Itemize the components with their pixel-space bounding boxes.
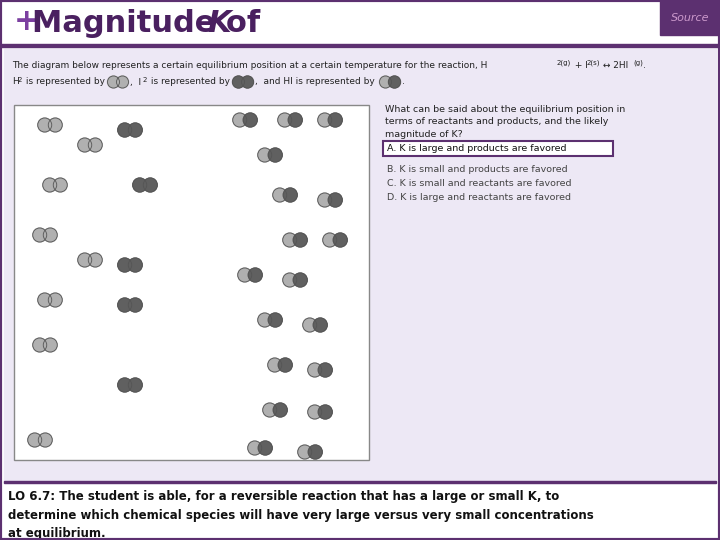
Circle shape bbox=[128, 378, 143, 392]
Text: .: . bbox=[402, 78, 405, 86]
Circle shape bbox=[274, 403, 287, 417]
Circle shape bbox=[278, 358, 292, 372]
Circle shape bbox=[248, 268, 262, 282]
Circle shape bbox=[283, 188, 297, 202]
Circle shape bbox=[328, 193, 342, 207]
Circle shape bbox=[241, 76, 253, 88]
Bar bbox=[383, 141, 613, 156]
Text: D. K is large and reactants are favored: D. K is large and reactants are favored bbox=[387, 193, 571, 202]
Text: Magnitude of: Magnitude of bbox=[32, 10, 271, 38]
Circle shape bbox=[117, 76, 128, 88]
Circle shape bbox=[278, 113, 292, 127]
Circle shape bbox=[32, 338, 47, 352]
Text: .: . bbox=[643, 60, 646, 70]
Circle shape bbox=[128, 298, 143, 312]
Circle shape bbox=[283, 233, 297, 247]
Circle shape bbox=[293, 233, 307, 247]
Circle shape bbox=[89, 253, 102, 267]
Circle shape bbox=[298, 445, 312, 459]
Circle shape bbox=[333, 233, 347, 247]
Text: is represented by: is represented by bbox=[23, 78, 105, 86]
Circle shape bbox=[379, 76, 392, 88]
Bar bbox=[4, 481, 716, 483]
Circle shape bbox=[318, 363, 332, 377]
Bar bbox=[0, 44, 720, 47]
Circle shape bbox=[273, 188, 287, 202]
Circle shape bbox=[43, 228, 58, 242]
Circle shape bbox=[143, 178, 157, 192]
Text: LO 6.7: The student is able, for a reversible reaction that has a large or small: LO 6.7: The student is able, for a rever… bbox=[8, 490, 594, 540]
Circle shape bbox=[32, 228, 47, 242]
Circle shape bbox=[118, 378, 132, 392]
Text: C. K is small and reactants are favored: C. K is small and reactants are favored bbox=[387, 179, 572, 188]
Circle shape bbox=[258, 148, 271, 162]
Text: ,  and HI is represented by: , and HI is represented by bbox=[255, 78, 374, 86]
Circle shape bbox=[318, 405, 332, 419]
Circle shape bbox=[43, 338, 58, 352]
Circle shape bbox=[78, 253, 91, 267]
Circle shape bbox=[288, 113, 302, 127]
Circle shape bbox=[38, 433, 53, 447]
Circle shape bbox=[248, 441, 262, 455]
Text: B. K is small and products are favored: B. K is small and products are favored bbox=[387, 165, 567, 173]
Text: A. K is large and products are favored: A. K is large and products are favored bbox=[387, 144, 567, 153]
Bar bbox=[4, 49, 716, 483]
Text: 2: 2 bbox=[18, 77, 22, 83]
Circle shape bbox=[268, 358, 282, 372]
Circle shape bbox=[78, 138, 91, 152]
Circle shape bbox=[263, 403, 276, 417]
Bar bbox=[14, 105, 369, 460]
Text: What can be said about the equilibrium position in
terms of reactants and produc: What can be said about the equilibrium p… bbox=[385, 105, 625, 139]
Circle shape bbox=[118, 298, 132, 312]
Circle shape bbox=[318, 113, 332, 127]
Text: H: H bbox=[12, 78, 19, 86]
Text: K: K bbox=[207, 10, 230, 38]
Text: +: + bbox=[14, 8, 40, 37]
Circle shape bbox=[269, 313, 282, 327]
Text: is represented by: is represented by bbox=[148, 78, 230, 86]
Circle shape bbox=[233, 76, 245, 88]
Circle shape bbox=[89, 138, 102, 152]
Circle shape bbox=[269, 148, 282, 162]
Circle shape bbox=[293, 273, 307, 287]
Circle shape bbox=[328, 113, 342, 127]
Circle shape bbox=[283, 273, 297, 287]
Circle shape bbox=[308, 445, 323, 459]
Text: + I: + I bbox=[572, 60, 588, 70]
Circle shape bbox=[118, 123, 132, 137]
Circle shape bbox=[128, 258, 143, 272]
Circle shape bbox=[37, 293, 52, 307]
Circle shape bbox=[128, 123, 143, 137]
Circle shape bbox=[48, 293, 62, 307]
Circle shape bbox=[53, 178, 67, 192]
Circle shape bbox=[233, 113, 247, 127]
Text: 2(g): 2(g) bbox=[557, 60, 571, 66]
Text: (g): (g) bbox=[633, 60, 643, 66]
Text: 2: 2 bbox=[143, 77, 148, 83]
Circle shape bbox=[258, 441, 272, 455]
Circle shape bbox=[48, 118, 62, 132]
Circle shape bbox=[118, 258, 132, 272]
Bar bbox=[660, 0, 720, 35]
Circle shape bbox=[258, 313, 271, 327]
Circle shape bbox=[389, 76, 400, 88]
Circle shape bbox=[132, 178, 147, 192]
Circle shape bbox=[313, 318, 328, 332]
Circle shape bbox=[243, 113, 257, 127]
Text: ,  I: , I bbox=[130, 78, 141, 86]
Circle shape bbox=[238, 268, 252, 282]
Circle shape bbox=[307, 363, 322, 377]
Text: ↔ 2HI: ↔ 2HI bbox=[600, 60, 629, 70]
Circle shape bbox=[307, 405, 322, 419]
Circle shape bbox=[302, 318, 317, 332]
Circle shape bbox=[318, 193, 332, 207]
Text: Source: Source bbox=[671, 13, 709, 23]
Circle shape bbox=[107, 76, 120, 88]
Circle shape bbox=[28, 433, 42, 447]
Text: 2(s): 2(s) bbox=[587, 60, 600, 66]
Circle shape bbox=[323, 233, 337, 247]
Text: The diagram below represents a certain equilibrium position at a certain tempera: The diagram below represents a certain e… bbox=[12, 60, 487, 70]
Circle shape bbox=[42, 178, 57, 192]
Circle shape bbox=[37, 118, 52, 132]
